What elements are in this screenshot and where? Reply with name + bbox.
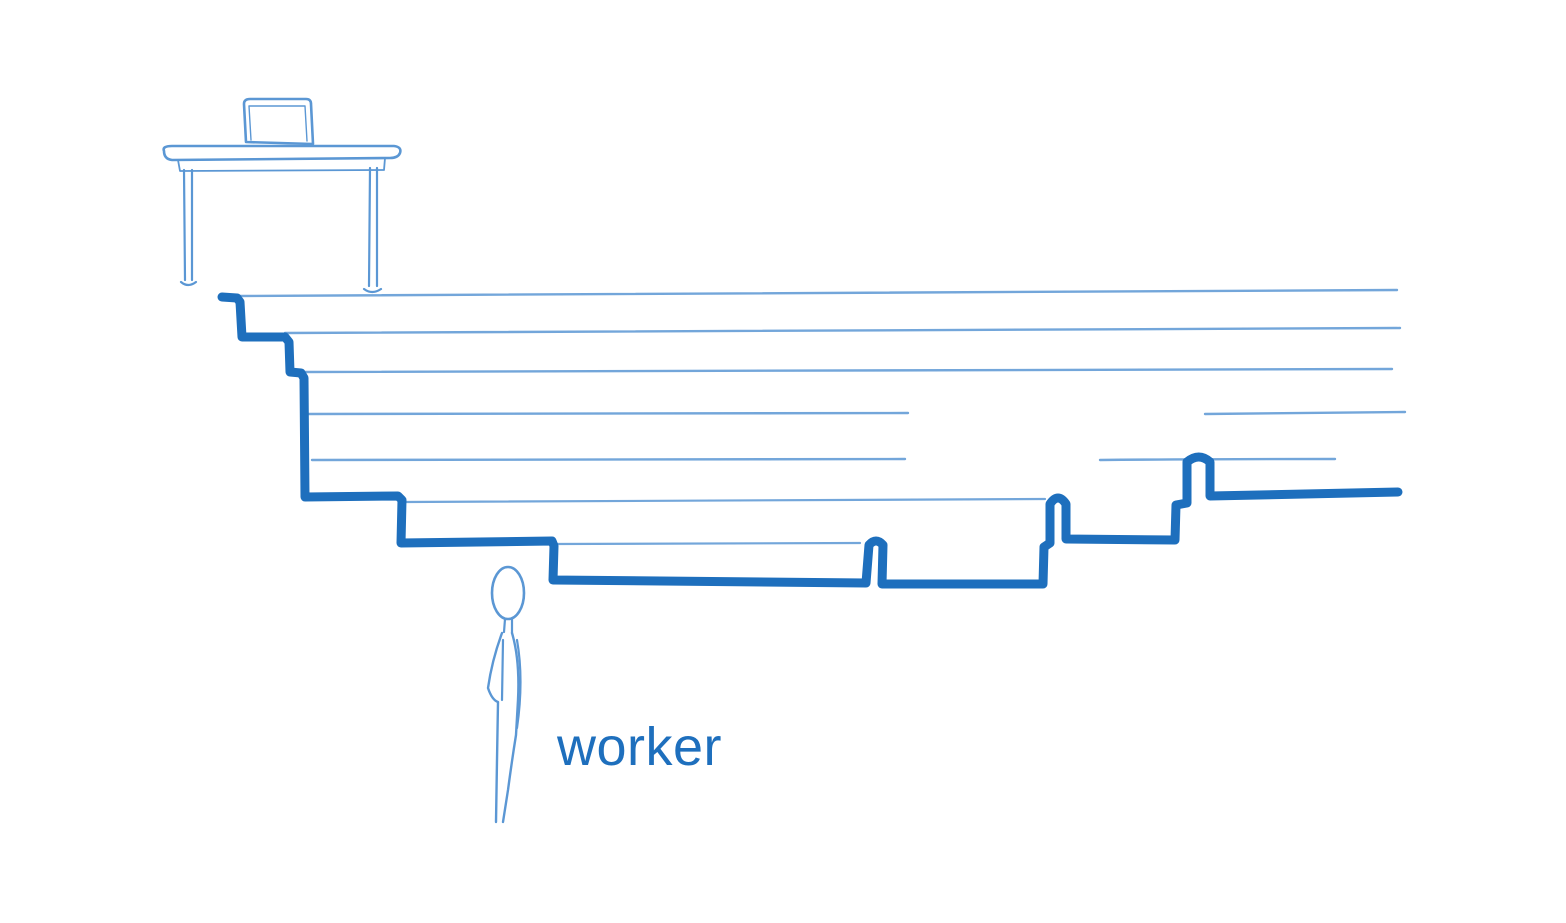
worker-body [486, 631, 520, 824]
stick-figure-worker-icon [486, 565, 526, 824]
level-line-7 [553, 541, 862, 546]
desk-top [162, 144, 402, 162]
worker-neck [502, 617, 514, 635]
level-line-2 [283, 326, 1402, 335]
desk-apron [177, 157, 386, 172]
level-line-6 [403, 497, 1047, 504]
worker-label: worker [557, 717, 723, 777]
worker-head [490, 565, 526, 621]
desk-with-monitor-icon [162, 97, 402, 294]
desk-leg-right [362, 166, 383, 294]
level-line-1 [233, 288, 1399, 298]
monitor-inner [248, 105, 308, 142]
level-line-3 [298, 367, 1394, 374]
monitor-outline [242, 97, 315, 146]
hierarchy-level-lines [233, 288, 1407, 546]
level-line-5a [310, 457, 907, 462]
level-line-4a [303, 411, 910, 416]
desk-leg-left [179, 168, 198, 287]
level-line-4b [1203, 410, 1407, 416]
hierarchy-staircase-outline [217, 292, 1403, 589]
level-line-5b [1098, 457, 1337, 462]
worker-arm [500, 638, 522, 730]
